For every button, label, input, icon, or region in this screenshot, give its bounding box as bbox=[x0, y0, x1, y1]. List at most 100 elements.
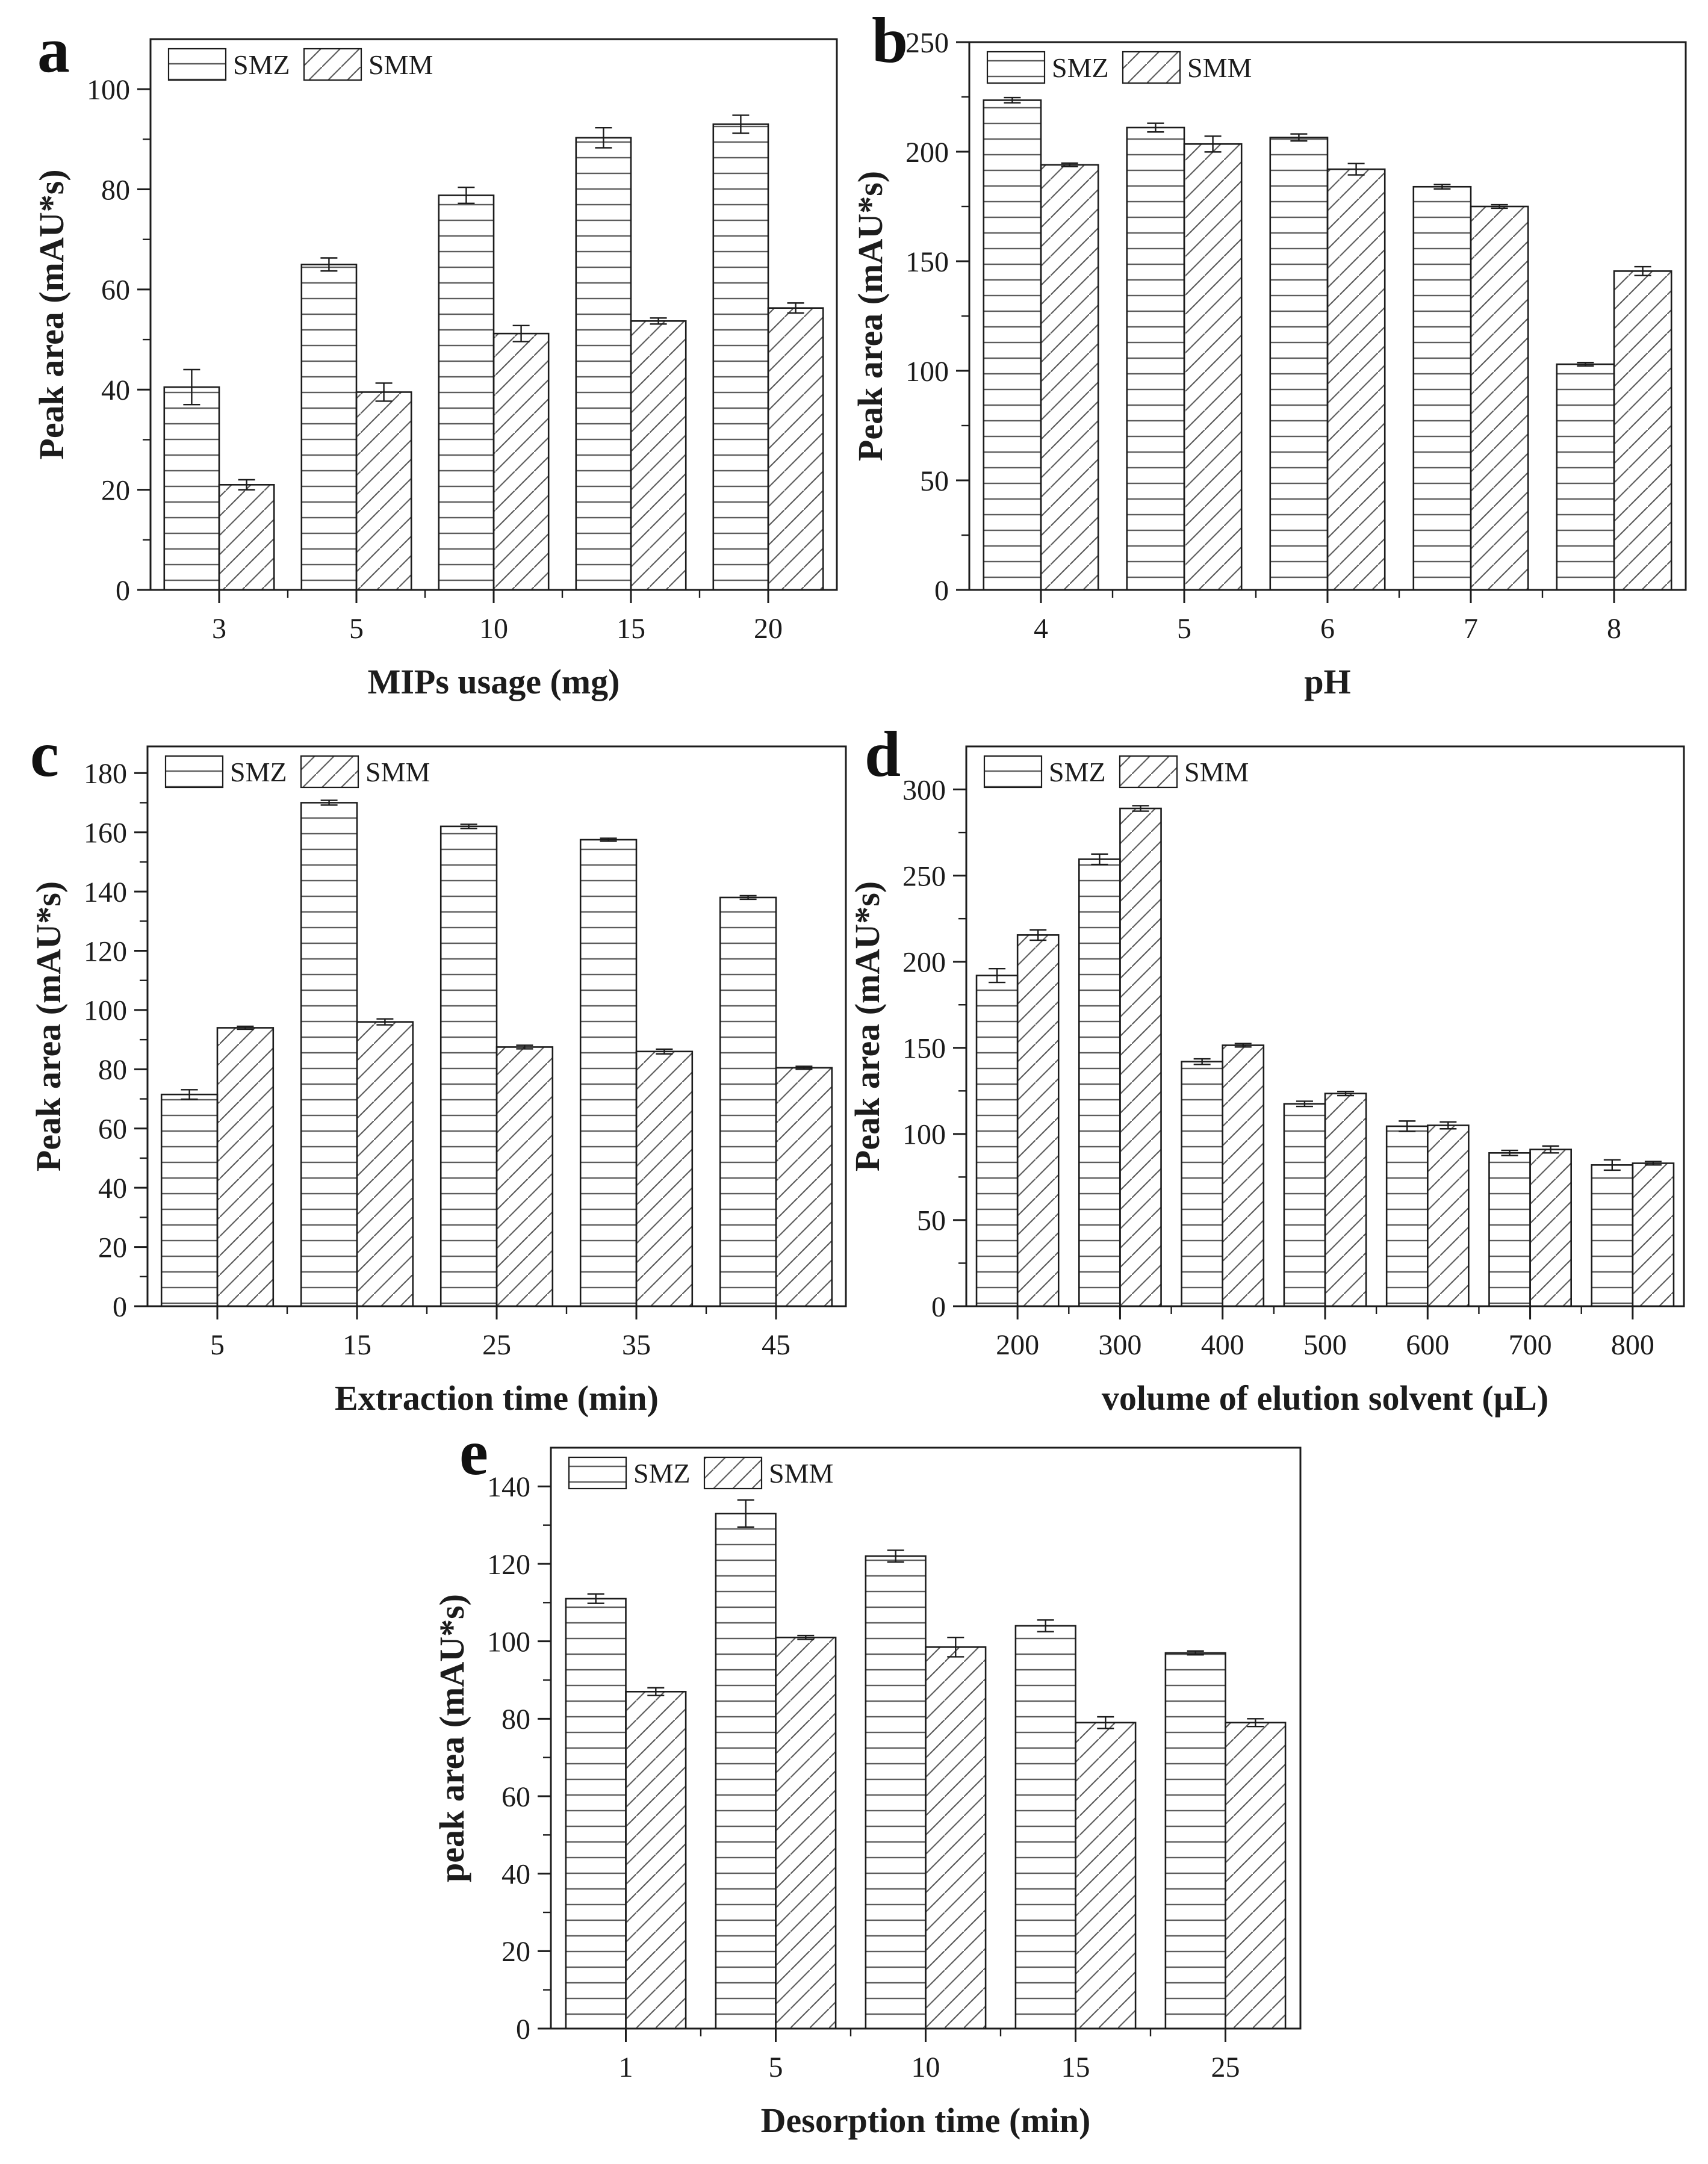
svg-text:80: 80 bbox=[101, 174, 130, 206]
error-bar bbox=[797, 1634, 815, 1640]
bars-a bbox=[163, 114, 824, 591]
bar-smz-25 bbox=[439, 825, 498, 1307]
panel-d-letter: d bbox=[865, 719, 901, 790]
bar-smz-600 bbox=[1385, 1125, 1429, 1307]
bar-smz-6 bbox=[1269, 137, 1329, 591]
legend-label-smm: SMM bbox=[1184, 757, 1249, 787]
svg-text:80: 80 bbox=[502, 1704, 530, 1735]
legend-label-smz: SMZ bbox=[633, 1458, 691, 1489]
svg-text:50: 50 bbox=[920, 465, 949, 497]
chart-panel-a: 0 20 40 60 80 100 3 5 10 15 20 MIPs usage (mg) Peak … bbox=[32, 38, 838, 701]
svg-text:300: 300 bbox=[1098, 1329, 1141, 1361]
svg-text:25: 25 bbox=[1211, 2051, 1240, 2083]
bar-smz-200 bbox=[975, 975, 1019, 1307]
bar-smm-25 bbox=[1225, 1722, 1287, 2030]
svg-text:200: 200 bbox=[902, 946, 946, 978]
legend-e: SMZ SMM bbox=[568, 1456, 833, 1490]
x-axis-d: 200 300 400 500 600 700 800 bbox=[996, 1306, 1654, 1361]
error-bar bbox=[1029, 929, 1047, 941]
y-axis-title: peak area (mAU*s) bbox=[432, 1594, 471, 1882]
bar-smz-15 bbox=[300, 802, 358, 1307]
bar-smz-7 bbox=[1412, 185, 1472, 591]
bar-smz-35 bbox=[579, 839, 638, 1307]
bar-smm-8 bbox=[1613, 270, 1672, 591]
bar-smz-800 bbox=[1591, 1164, 1634, 1307]
bar-smz-400 bbox=[1181, 1061, 1224, 1307]
bar-smz-500 bbox=[1283, 1103, 1326, 1307]
svg-text:0: 0 bbox=[516, 2014, 530, 2045]
bar-smz-1 bbox=[565, 1598, 627, 2030]
svg-text:7: 7 bbox=[1464, 613, 1478, 645]
y-axis-b: 0 50 100 150 200 250 bbox=[905, 27, 969, 607]
bar-smm-6 bbox=[1326, 168, 1386, 591]
error-bar bbox=[1337, 1090, 1355, 1097]
x-axis-title: pH bbox=[1304, 662, 1350, 701]
svg-text:150: 150 bbox=[905, 246, 949, 278]
error-bar bbox=[458, 187, 475, 205]
chart-panel-d: 0 50 100 150 200 250 300 200 300 400 500 600 700 800 v… bbox=[848, 745, 1685, 1418]
svg-text:120: 120 bbox=[84, 935, 127, 967]
bar-smm-35 bbox=[635, 1050, 694, 1307]
error-bar bbox=[238, 479, 255, 491]
bar-smm-25 bbox=[495, 1046, 554, 1307]
svg-text:0: 0 bbox=[113, 1291, 127, 1323]
error-bar bbox=[1399, 1120, 1416, 1132]
svg-text:5: 5 bbox=[349, 613, 364, 645]
legend-swatch-smz bbox=[164, 755, 224, 789]
svg-text:200: 200 bbox=[996, 1329, 1039, 1361]
svg-text:150: 150 bbox=[902, 1033, 946, 1065]
bar-smm-500 bbox=[1324, 1093, 1367, 1307]
svg-text:60: 60 bbox=[101, 274, 130, 306]
svg-text:100: 100 bbox=[902, 1119, 946, 1151]
error-bar bbox=[181, 1089, 198, 1100]
bar-smm-15 bbox=[630, 320, 687, 591]
legend-a: SMZ SMM bbox=[167, 48, 433, 81]
bar-smz-10 bbox=[865, 1555, 927, 2030]
error-bar bbox=[460, 823, 477, 829]
bar-smm-5 bbox=[1183, 143, 1243, 591]
error-bar bbox=[737, 1499, 754, 1528]
y-axis-d: 0 50 100 150 200 250 300 bbox=[902, 774, 966, 1323]
svg-text:35: 35 bbox=[622, 1329, 651, 1361]
svg-text:20: 20 bbox=[754, 613, 783, 645]
legend-d: SMZ SMM bbox=[983, 755, 1249, 789]
bar-smm-600 bbox=[1426, 1124, 1470, 1307]
bar-smm-15 bbox=[356, 1021, 414, 1307]
y-axis-title: Peak area (mAU*s) bbox=[32, 169, 71, 459]
panel-b-letter: b bbox=[872, 5, 908, 76]
bar-smm-20 bbox=[767, 307, 824, 591]
error-bar bbox=[1603, 1159, 1621, 1171]
x-axis-e: 1 5 10 15 25 bbox=[619, 2029, 1240, 2083]
bar-smm-15 bbox=[1075, 1722, 1137, 2030]
y-axis-c: 0 20 40 60 80 100 120 140 160 180 bbox=[84, 758, 148, 1323]
svg-text:0: 0 bbox=[931, 1291, 946, 1323]
legend-swatch-smm bbox=[703, 1456, 763, 1490]
svg-text:160: 160 bbox=[84, 817, 127, 849]
y-axis-a: 0 20 40 60 80 100 bbox=[87, 74, 151, 607]
svg-text:80: 80 bbox=[98, 1054, 127, 1086]
error-bar bbox=[989, 967, 1006, 984]
panel-c-letter: c bbox=[30, 719, 59, 790]
svg-text:5: 5 bbox=[1177, 613, 1191, 645]
legend-label-smz: SMZ bbox=[233, 49, 290, 80]
svg-text:40: 40 bbox=[101, 374, 130, 406]
svg-text:20: 20 bbox=[98, 1232, 127, 1263]
svg-text:400: 400 bbox=[1201, 1329, 1244, 1361]
error-bar bbox=[376, 1018, 394, 1026]
svg-text:10: 10 bbox=[479, 613, 508, 645]
bar-smm-7 bbox=[1470, 205, 1529, 591]
error-bar bbox=[512, 324, 530, 343]
error-bar bbox=[595, 127, 612, 149]
error-bar bbox=[887, 1549, 904, 1563]
error-bar bbox=[1187, 1650, 1204, 1656]
svg-text:60: 60 bbox=[98, 1114, 127, 1146]
panel-e-letter: e bbox=[459, 1417, 488, 1489]
error-bar bbox=[787, 302, 804, 314]
svg-text:120: 120 bbox=[487, 1549, 530, 1581]
svg-text:100: 100 bbox=[87, 74, 130, 106]
legend-c: SMZ SMM bbox=[164, 755, 430, 789]
error-bar bbox=[1542, 1145, 1559, 1154]
svg-text:40: 40 bbox=[98, 1173, 127, 1204]
bar-smz-20 bbox=[712, 123, 769, 591]
error-bar bbox=[183, 368, 200, 406]
